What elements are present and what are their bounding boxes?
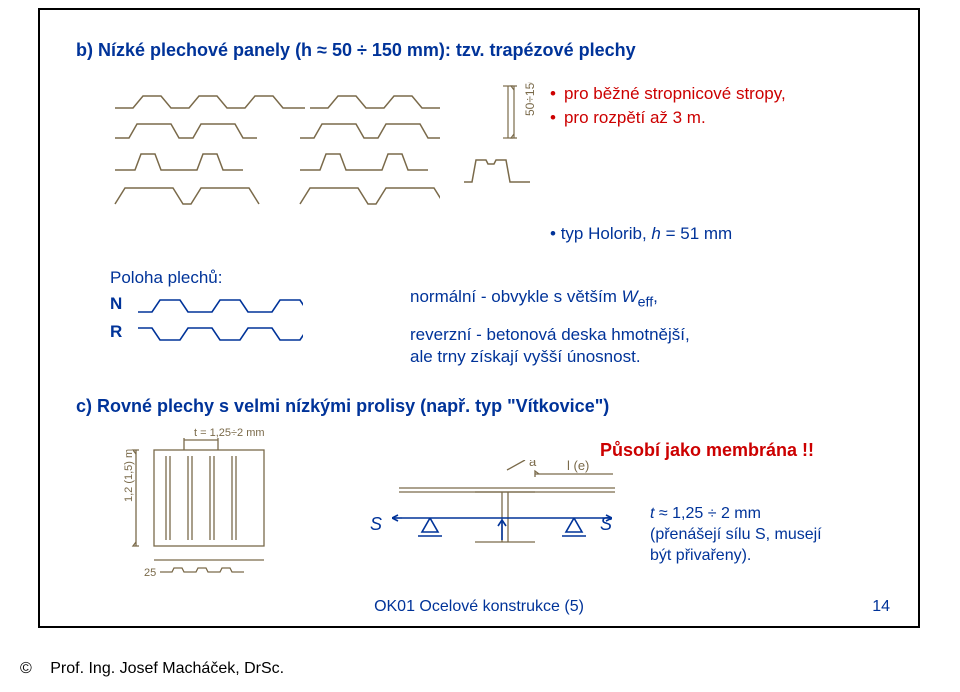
poloha-n-label: N [110, 294, 128, 314]
poloha-r-wave [133, 322, 303, 344]
poloha-label: Poloha plechů: [110, 268, 303, 288]
red-bullets: pro běžné stropnicové stropy, pro rozpět… [550, 84, 786, 132]
title-text: b) Nízké plechové panely (h ≈ 50 ÷ 150 m… [76, 40, 636, 60]
diagram-supports [392, 510, 612, 550]
diagram-vitkovice-plate: t = 1,25÷2 mm 1,2 (1,5) m 25 [110, 428, 300, 583]
beam-a-label: a [529, 460, 537, 469]
poloha-n-wave [133, 294, 303, 316]
poloha-n-row: N [110, 294, 303, 316]
poloha-descriptions: normální - obvykle s větším Weff, reverz… [410, 286, 690, 368]
n-desc: normální - obvykle s větším Weff, [410, 286, 690, 312]
copyright-line: © Prof. Ing. Josef Macháček, DrSc. [20, 660, 284, 678]
s-label-right: S [600, 514, 612, 535]
holorib-svg [460, 150, 540, 190]
copyright-symbol: © [20, 660, 32, 677]
spec-t-block: t ≈ 1,25 ÷ 2 mm (přenášejí sílu S, musej… [650, 504, 822, 566]
page-number: 14 [872, 598, 890, 616]
diagram-holorib-profile [460, 150, 540, 195]
vitk-bottom-label: 25 [144, 567, 156, 578]
poloha-r-row: R [110, 322, 303, 344]
poloha-plechu: Poloha plechů: N R [110, 268, 303, 344]
bullet-rozpeti: pro rozpětí až 3 m. [550, 108, 786, 128]
spec-t-1: t ≈ 1,25 ÷ 2 mm [650, 504, 822, 525]
membrane-note: Působí jako membrána !! [600, 440, 814, 461]
poloha-r-label: R [110, 322, 128, 342]
trap-profiles-svg [110, 88, 440, 220]
holorib-dim-label: 50÷150 [523, 82, 537, 116]
vitk-t-label: t = 1,25÷2 mm [194, 428, 265, 439]
title-b: b) Nízké plechové panely (h ≈ 50 ÷ 150 m… [76, 40, 888, 61]
spec-t-2: (přenášejí sílu S, musejí [650, 525, 822, 546]
copyright-text: Prof. Ing. Josef Macháček, DrSc. [50, 660, 284, 677]
r-desc-1: reverzní - betonová deska hmotnější, [410, 324, 690, 346]
spec-t-3: být přivařeny). [650, 546, 822, 567]
vitk-side-label: 1,2 (1,5) m [123, 449, 135, 502]
title-c: c) Rovné plechy s velmi nízkými prolisy … [76, 396, 609, 417]
diagram-trapezoidal-profiles [110, 88, 440, 220]
r-desc-2: ale trny získají vyšší únosnost. [410, 346, 690, 368]
bullet-stropy: pro běžné stropnicové stropy, [550, 84, 786, 104]
beam-le-label: l (e) [567, 460, 589, 473]
s-label-left: S [370, 514, 382, 535]
footer: OK01 Ocelové konstrukce (5) [40, 598, 918, 616]
slide-frame: b) Nízké plechové panely (h ≈ 50 ÷ 150 m… [38, 8, 920, 628]
vitkovice-svg: t = 1,25÷2 mm 1,2 (1,5) m 25 [110, 428, 300, 578]
holorib-note: typ Holorib, h = 51 mm [550, 224, 732, 244]
